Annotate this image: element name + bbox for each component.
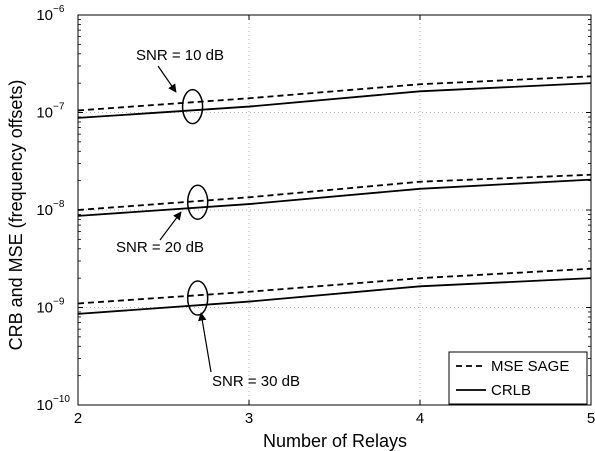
x-axis-ticks: 2 3 4 5 — [74, 15, 595, 427]
snr-label: SNR = 10 dB — [136, 47, 224, 64]
x-tick-label: 4 — [416, 410, 424, 427]
snr-label: SNR = 30 dB — [212, 373, 300, 390]
y-tick-label: 10 — [36, 300, 53, 317]
y-axis-label: CRB and MSE (frequency offsets) — [6, 80, 26, 351]
x-axis-label: Number of Relays — [263, 431, 407, 451]
snr-label: SNR = 20 dB — [116, 239, 204, 256]
y-tick-exponent: −6 — [53, 4, 65, 15]
legend-label-mse-sage: MSE SAGE — [491, 358, 569, 375]
y-tick-exponent: −7 — [53, 102, 65, 113]
y-tick-label: 10 — [36, 105, 53, 122]
legend: MSE SAGE CRLB — [448, 351, 588, 405]
grid-lines — [78, 15, 591, 405]
series-line-crlb — [77, 82, 592, 119]
snr-marker-ellipse — [186, 280, 209, 316]
x-tick-label: 2 — [74, 410, 82, 427]
series-lines — [77, 75, 592, 315]
snr-marker-ellipse — [186, 184, 209, 221]
series-line-mse-sage — [77, 173, 592, 211]
y-tick-label: 10 — [36, 397, 53, 414]
snr-arrow — [198, 312, 212, 373]
series-line-crlb — [77, 178, 592, 217]
x-tick-label: 5 — [587, 410, 595, 427]
y-tick-exponent: −10 — [53, 394, 70, 405]
series-line-crlb — [77, 277, 592, 315]
legend-box — [448, 351, 588, 405]
y-tick-exponent: −9 — [53, 297, 65, 308]
snr-arrow — [157, 65, 177, 93]
snr-annotations: SNR = 10 dB SNR = 20 dB SNR = 30 dB — [116, 47, 300, 390]
y-tick-exponent: −8 — [53, 199, 65, 210]
legend-label-crlb: CRLB — [491, 382, 531, 399]
x-tick-label: 3 — [245, 410, 253, 427]
series-line-mse-sage — [77, 75, 592, 112]
snr-marker-ellipse — [181, 88, 204, 125]
snr-arrow — [159, 211, 182, 241]
y-tick-label: 10 — [36, 202, 53, 219]
y-tick-label: 10 — [36, 7, 53, 24]
series-line-mse-sage — [77, 267, 592, 305]
